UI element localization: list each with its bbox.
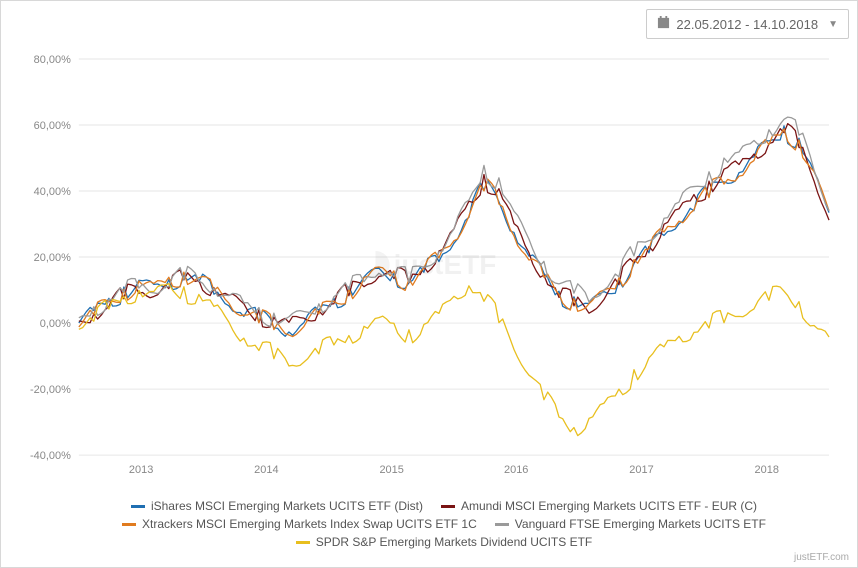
chart-panel: 22.05.2012 - 14.10.2018 ▼ justETF -40,00…: [0, 0, 858, 568]
legend-label: SPDR S&P Emerging Markets Dividend UCITS…: [316, 535, 593, 549]
svg-text:2018: 2018: [755, 464, 779, 476]
legend-label: Xtrackers MSCI Emerging Markets Index Sw…: [142, 517, 477, 531]
legend-item[interactable]: Xtrackers MSCI Emerging Markets Index Sw…: [122, 517, 477, 531]
svg-text:20,00%: 20,00%: [34, 252, 71, 264]
legend-label: iShares MSCI Emerging Markets UCITS ETF …: [151, 499, 423, 513]
svg-text:2017: 2017: [629, 464, 653, 476]
legend-swatch: [296, 541, 310, 544]
svg-text:2013: 2013: [129, 464, 153, 476]
legend-item[interactable]: Amundi MSCI Emerging Markets UCITS ETF -…: [441, 499, 757, 513]
legend-swatch: [441, 505, 455, 508]
performance-chart: justETF -40,00%-20,00%0,00%20,00%40,00%6…: [19, 51, 839, 479]
legend-item[interactable]: SPDR S&P Emerging Markets Dividend UCITS…: [296, 535, 593, 549]
svg-text:-40,00%: -40,00%: [30, 450, 71, 462]
legend-swatch: [495, 523, 509, 526]
svg-text:60,00%: 60,00%: [34, 120, 71, 132]
legend-swatch: [131, 505, 145, 508]
date-range-label: 22.05.2012 - 14.10.2018: [676, 17, 818, 32]
svg-text:40,00%: 40,00%: [34, 186, 71, 198]
date-range-picker[interactable]: 22.05.2012 - 14.10.2018 ▼: [646, 9, 849, 39]
calendar-icon: [657, 16, 670, 32]
legend-swatch: [122, 523, 136, 526]
svg-text:2014: 2014: [254, 464, 278, 476]
svg-text:2015: 2015: [379, 464, 403, 476]
chart-legend: iShares MSCI Emerging Markets UCITS ETF …: [61, 499, 827, 549]
legend-item[interactable]: iShares MSCI Emerging Markets UCITS ETF …: [131, 499, 423, 513]
legend-item[interactable]: Vanguard FTSE Emerging Markets UCITS ETF: [495, 517, 766, 531]
chevron-down-icon: ▼: [828, 19, 838, 30]
legend-label: Amundi MSCI Emerging Markets UCITS ETF -…: [461, 499, 757, 513]
svg-text:80,00%: 80,00%: [34, 54, 71, 66]
svg-text:-20,00%: -20,00%: [30, 384, 71, 396]
svg-text:0,00%: 0,00%: [40, 318, 71, 330]
legend-label: Vanguard FTSE Emerging Markets UCITS ETF: [515, 517, 766, 531]
svg-text:2016: 2016: [504, 464, 528, 476]
credit-label: justETF.com: [794, 552, 849, 563]
